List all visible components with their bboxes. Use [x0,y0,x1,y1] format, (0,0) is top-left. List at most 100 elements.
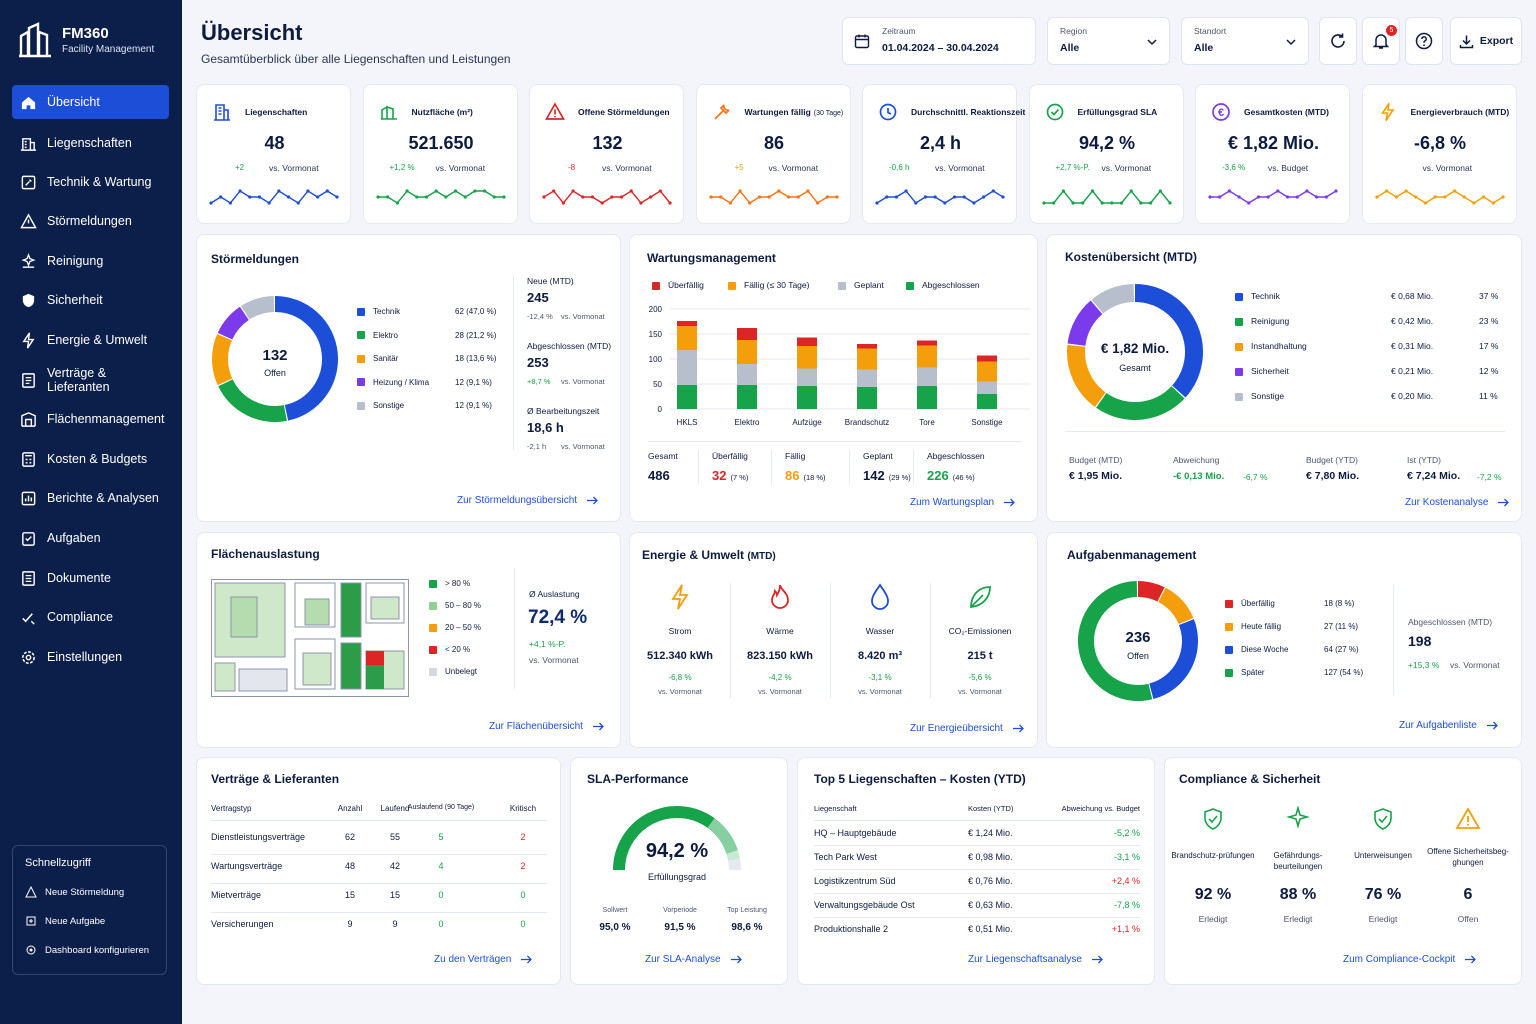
legend-swatch [357,354,365,363]
region-select[interactable]: Region Alle [1047,17,1170,65]
space-link[interactable]: Zur Flächenübersicht [489,721,604,732]
kpi-compare: vs. Vormonat [1101,163,1152,173]
legend-label: Sonstige [1251,391,1285,401]
kpi-card[interactable]: Liegenschaften 48 +2 vs. Vormonat [196,84,351,224]
sidebar-item-verträge-lieferanten[interactable]: Verträge & Lieferanten [12,363,169,397]
energy-item[interactable]: Strom 512.340 kWh -6,8 % vs. Vormonat [630,578,730,703]
contracts-header: Vertragstyp [211,804,252,813]
sidebar-item-einstellungen[interactable]: Einstellungen [12,640,169,674]
compliance-item[interactable]: Gefährdungs-beurteilungen 88 % Erledigt [1256,804,1340,934]
energy-link[interactable]: Zur Energieübersicht [910,723,1024,734]
contracts-title: Verträge & Lieferanten [211,772,340,786]
floor-plan-map[interactable] [211,579,409,697]
document-icon [20,570,37,587]
location-select[interactable]: Standort Alle [1181,17,1309,65]
tasks-total: 236 [1125,629,1151,646]
kpi-title-text: Nutzfläche (m²) [411,107,473,117]
notifications-button[interactable]: 5 [1362,17,1400,65]
table-row[interactable]: Wartungsverträge 48 42 4 2 [197,861,562,875]
quick-new-task[interactable]: Neue Aufgabe [25,915,154,927]
sidebar-item-flächenmanagement[interactable]: Flächenmanagement [12,402,169,436]
sla-link[interactable]: Zur SLA-Analyse [645,954,742,965]
sidebar-item-kosten-budgets[interactable]: Kosten & Budgets [12,442,169,476]
energy-item[interactable]: CO₂-Emissionen 215 t -5,6 % vs. Vormonat [930,578,1030,703]
costs-link[interactable]: Zur Kostenanalyse [1405,497,1510,508]
maintenance-legend-item: Abgeschlossen [906,280,980,290]
compliance-value: 92 % [1194,886,1232,903]
table-cell: 15 [344,890,355,900]
period-picker[interactable]: Zeitraum 01.04.2024 – 30.04.2024 [842,17,1036,65]
quick-new-fault[interactable]: Neue Störmeldung [25,886,154,898]
kpi-card[interactable]: Wartungen fällig (30 Tage) 86 +5 vs. Vormona… [695,84,851,224]
brand-logo[interactable]: FM360 Facility Management [18,22,154,58]
compliance-link[interactable]: Zum Compliance-Cockpit [1343,954,1477,965]
sidebar-item-liegenschaften[interactable]: Liegenschaften [12,126,169,160]
x-tick-label: Elektro [735,418,760,427]
table-cell: 0 [438,890,444,900]
brand-tagline: Facility Management [62,44,155,55]
kpi-compare: vs. Vormonat [435,163,486,173]
kpi-compare: vs. Vormonat [602,163,652,173]
contracts-header: Anzahl [337,804,363,813]
kpi-title: Gesamtkosten (MTD) [1244,107,1329,117]
help-button[interactable] [1405,17,1443,65]
table-row[interactable]: Versicherungen 9 9 0 0 [197,919,562,933]
compliance-item[interactable]: Brandschutz-prüfungen 92 % Erledigt [1171,804,1255,934]
space-title: Flächenauslastung [211,547,320,561]
contracts-link[interactable]: Zu den Verträgen [434,954,533,965]
sidebar-item-berichte-analysen[interactable]: Berichte & Analysen [12,481,169,515]
donut-slice [1091,284,1135,314]
kpi-card[interactable]: Offene Störmeldungen 132 -8 vs. Vormonat [529,84,684,224]
maintenance-link[interactable]: Zum Wartungsplan [910,497,1016,508]
legend-swatch [1235,392,1243,401]
compliance-sub: Offen [1457,914,1479,924]
x-tick-label: Brandschutz [845,418,889,427]
sidebar-item-übersicht[interactable]: Übersicht [12,85,169,119]
legend-label: Fällig (≤ 30 Tage) [744,280,810,290]
sidebar-item-reinigung[interactable]: Reinigung [12,244,169,278]
legend-swatch [429,645,437,654]
table-row[interactable]: Mietverträge 15 15 0 0 [197,890,562,904]
quick-configure-dashboard[interactable]: Dashboard konfigurieren [25,944,154,956]
compliance-value: 76 % [1364,886,1402,903]
kpi-compare: vs. Vormonat [768,163,819,173]
table-cell: 9 [347,919,353,929]
tasks-link[interactable]: Zur Aufgabenliste [1399,720,1498,731]
export-button[interactable]: Export [1450,17,1522,65]
shield-icon [20,292,37,309]
faults-link[interactable]: Zur Störmeldungsübersicht [457,495,598,506]
sla-card: SLA-Performance 94,2 % Erfüllungsgrad Zu… [570,757,788,985]
table-row[interactable]: HQ – Hauptgebäude € 1,24 Mio. -5,2 % [798,828,1156,842]
arrow-right-icon [1004,498,1016,507]
training-icon [1374,808,1392,830]
sidebar-item-technik-wartung[interactable]: Technik & Wartung [12,165,169,199]
sidebar-item-aufgaben[interactable]: Aufgaben [12,521,169,555]
sidebar-item-compliance[interactable]: Compliance [12,600,169,634]
energy-item[interactable]: Wasser 8.420 m³ -3,1 % vs. Vormonat [830,578,930,703]
table-row[interactable]: Produktionshalle 2 € 0,51 Mio. +1,1 % [798,924,1156,938]
kpi-card[interactable]: Energieverbrauch (MTD) -6,8 % vs. Vormonat [1361,84,1517,224]
compliance-item[interactable]: Offene Sicherheitsbeg-ghungen 6 Offen [1426,804,1510,934]
sidebar-item-sicherheit[interactable]: Sicherheit [12,283,169,317]
table-row[interactable]: Logistikzentrum Süd € 0,76 Mio. +2,4 % [798,876,1156,890]
notification-badge: 5 [1386,25,1397,36]
legend-label: Abgeschlossen [922,280,980,290]
sidebar-item-störmeldungen[interactable]: Störmeldungen [12,204,169,238]
top5-link[interactable]: Zur Liegenschaftsanalyse [968,954,1103,965]
sidebar-item-label: Verträge & Lieferanten [47,366,110,394]
table-row[interactable]: Dienstleistungsverträge 62 55 5 2 [197,832,562,846]
compliance-item[interactable]: Unterweisungen 76 % Erledigt [1341,804,1425,934]
table-row[interactable]: Tech Park West € 0,98 Mio. -3,1 % [798,852,1156,866]
sidebar-item-label: Energie & Umwelt [47,333,148,347]
kpi-card[interactable]: Nutzfläche (m²) 521.650 +1,2 % vs. Vormonat [362,84,518,224]
kpi-card[interactable]: € Gesamtkosten (MTD) € 1,82 Mio. -3,6 % vs. … [1195,84,1350,224]
kpi-title-text: Gesamtkosten (MTD) [1244,107,1330,117]
fault-stat-delta: -12,4 % [527,312,553,321]
table-row[interactable]: Verwaltungsgebäude Ost € 0,63 Mio. -7,8 % [798,900,1156,914]
kpi-card[interactable]: Durchschnittl. Reaktionszeit 2,4 h -0,6 h v… [862,84,1025,224]
kpi-card[interactable]: Erfüllungsgrad SLA 94,2 % +2,7 %-P. vs. Vor… [1028,84,1184,224]
sidebar-item-dokumente[interactable]: Dokumente [12,561,169,595]
refresh-button[interactable] [1319,17,1357,65]
energy-item[interactable]: Wärme 823.150 kWh -4,2 % vs. Vormonat [730,578,830,703]
sidebar-item-energie-umwelt[interactable]: Energie & Umwelt [12,323,169,357]
